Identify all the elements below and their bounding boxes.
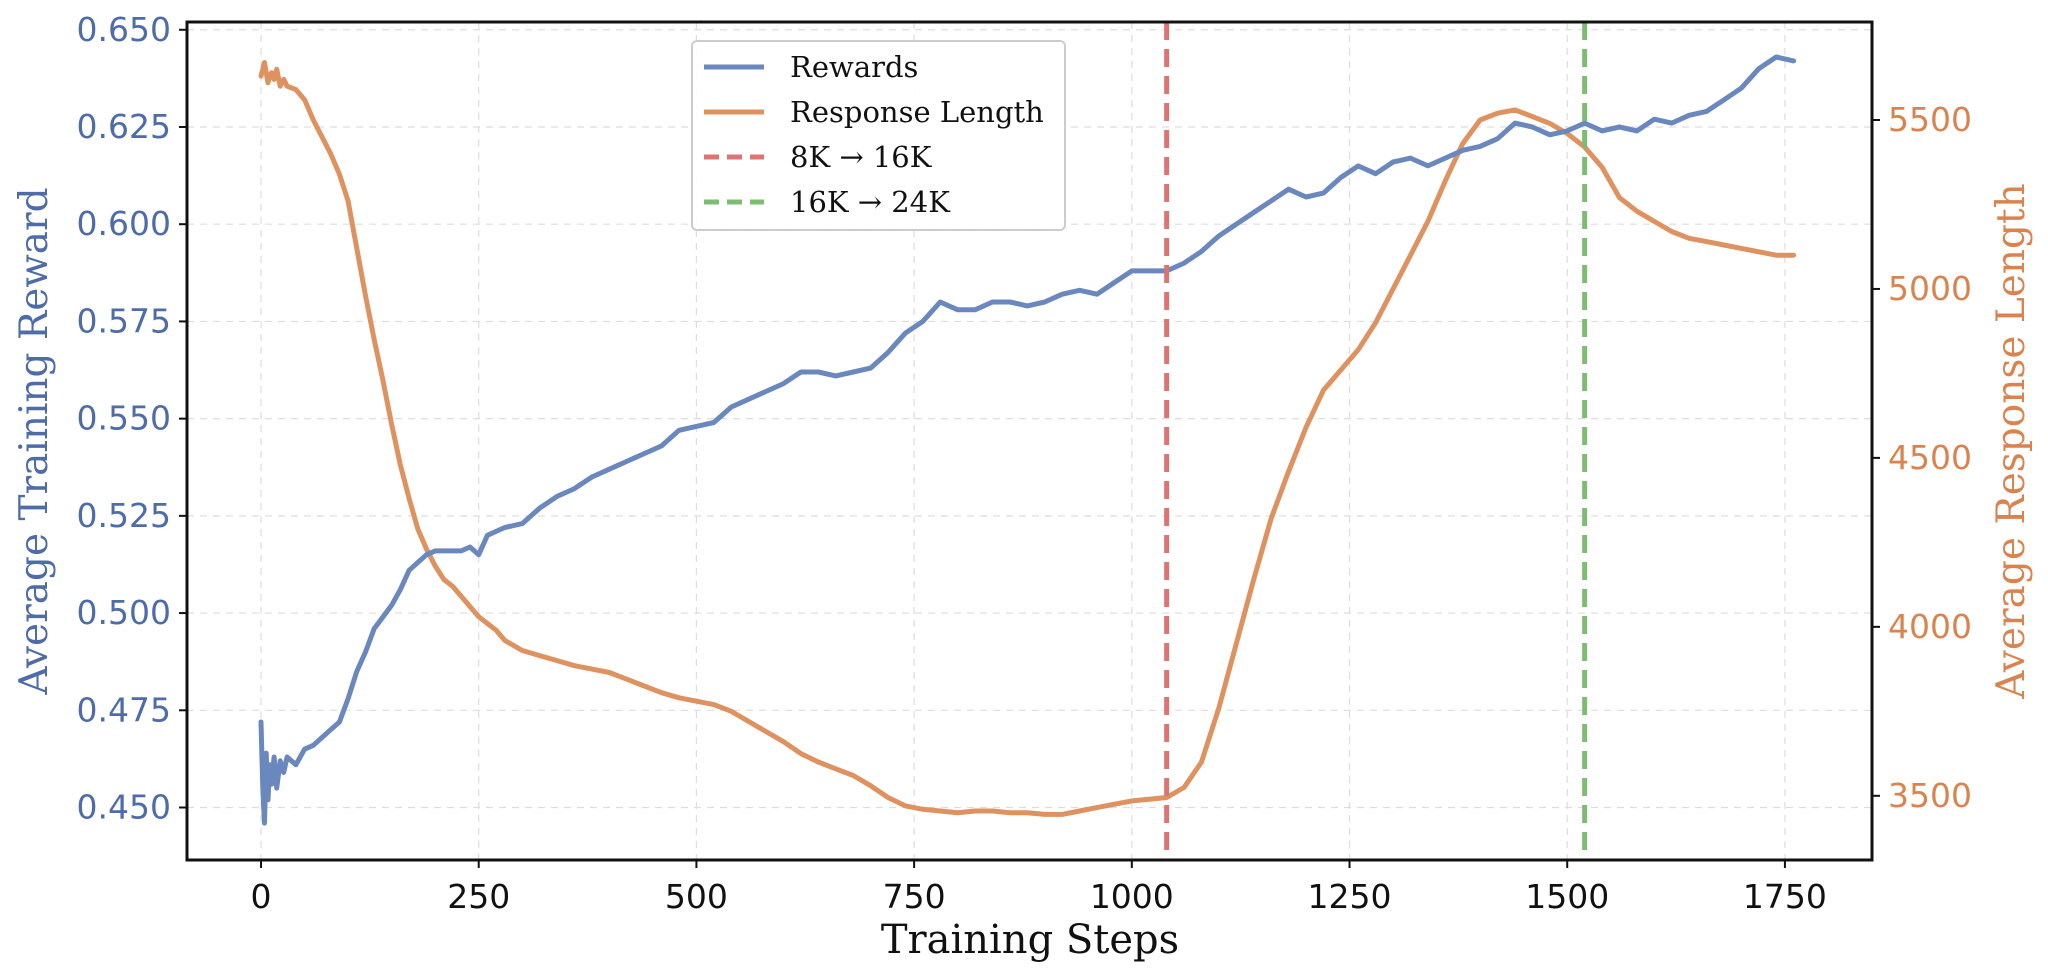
y-tick-label-right: 5000: [1888, 269, 1972, 308]
x-tick-label: 1500: [1525, 877, 1609, 916]
x-tick-label: 500: [665, 877, 728, 916]
legend-label-16k-24k: 16K → 24K: [790, 185, 951, 219]
y-tick-label-left: 0.625: [77, 107, 171, 146]
legend-box: [691, 40, 1066, 231]
x-tick-label: 1750: [1743, 877, 1827, 916]
y-axis-title-left: Average Training Reward: [12, 187, 57, 695]
legend-label-8k-16k: 8K → 16K: [790, 140, 933, 174]
vline-layer: [1164, 22, 1588, 860]
y-tick-label-left: 0.500: [77, 593, 171, 632]
legend-label-response-length: Response Length: [790, 95, 1044, 129]
y-axis-title-right: Average Response Length: [1989, 183, 2034, 699]
y-tick-label-left: 0.475: [77, 690, 171, 729]
series-line-rewards: [258, 54, 1797, 826]
legend: Rewards Response Length 8K → 16K 16K → 2…: [691, 40, 1066, 231]
y-tick-label-left: 0.450: [77, 788, 171, 827]
y-tick-label-right: 4500: [1888, 438, 1972, 477]
y-ticks-right: 3500 4000 4500 5000 5500: [1872, 100, 1972, 815]
x-tick-label: 750: [883, 877, 946, 916]
x-ticks: 0 250 500 750 1000 1250 1500 1750: [251, 860, 1827, 916]
x-tick-label: 1250: [1308, 877, 1392, 916]
series-layer: [258, 54, 1797, 826]
y-tick-label-left: 0.550: [77, 399, 171, 438]
y-tick-label-right: 5500: [1888, 100, 1972, 139]
y-tick-label-right: 4000: [1888, 607, 1972, 646]
x-axis-title: Training Steps: [881, 917, 1179, 963]
x-tick-label: 0: [251, 877, 272, 916]
y-tick-label-right: 3500: [1888, 776, 1972, 815]
y-tick-label-left: 0.650: [77, 10, 171, 49]
x-tick-label: 1000: [1090, 877, 1174, 916]
series-line-response-length: [258, 60, 1797, 817]
y-tick-label-left: 0.600: [77, 204, 171, 243]
y-tick-label-left: 0.525: [77, 496, 171, 535]
y-tick-label-left: 0.575: [77, 301, 171, 340]
x-tick-label: 250: [447, 877, 510, 916]
legend-label-rewards: Rewards: [790, 50, 918, 84]
y-ticks-left: 0.450 0.475 0.500 0.525 0.550 0.575 0.600 0.625…: [77, 10, 187, 827]
plot-frame: [185, 20, 1874, 862]
